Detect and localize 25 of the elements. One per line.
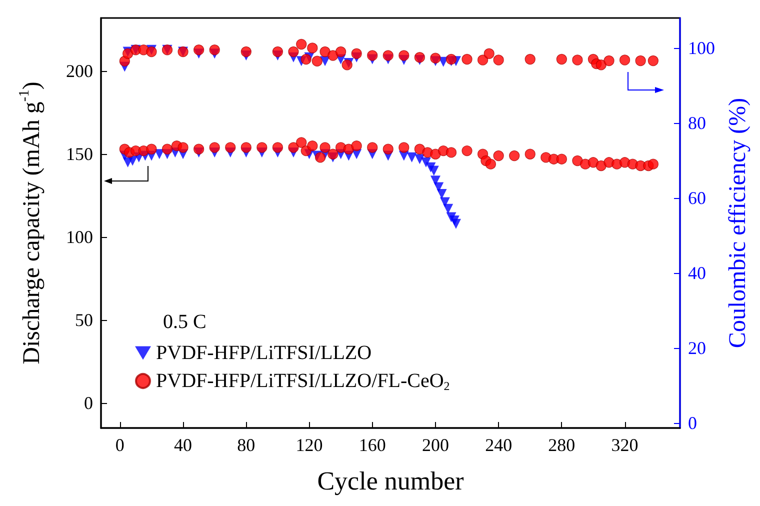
y-tick-label: 0 — [84, 393, 93, 414]
y2-tick-label: 0 — [688, 413, 697, 434]
y2-axis-title: Coulombic efficiency (%) — [724, 98, 751, 348]
y-tick-label: 150 — [66, 144, 93, 164]
y2-tick-label: 40 — [688, 263, 706, 284]
legend-title: 0.5 C — [163, 311, 206, 333]
x-tick-label: 280 — [548, 435, 576, 455]
y-tick-label: 50 — [75, 310, 93, 330]
y-tick-label: 100 — [66, 227, 93, 248]
y-tick-label: 200 — [66, 61, 93, 82]
legend-label: PVDF-HFP/LiTFSI/LLZO — [156, 342, 372, 364]
y2-tick-label: 60 — [688, 188, 706, 208]
x-tick-label: 0 — [115, 435, 124, 455]
y-axis-title: Discharge capacity (mAh g-1) — [16, 82, 45, 364]
y2-tick-label: 20 — [688, 338, 706, 358]
x-tick-label: 80 — [237, 435, 256, 455]
x-tick-label: 200 — [422, 435, 449, 455]
x-tick-label: 320 — [611, 435, 638, 455]
y2-tick-label: 100 — [688, 38, 715, 58]
y2-tick-label: 80 — [688, 113, 706, 134]
x-tick-label: 240 — [485, 435, 512, 455]
x-tick-label: 40 — [174, 435, 192, 455]
x-tick-label: 120 — [296, 435, 323, 455]
x-axis-title: Cycle number — [317, 466, 464, 496]
x-tick-label: 160 — [358, 435, 386, 455]
